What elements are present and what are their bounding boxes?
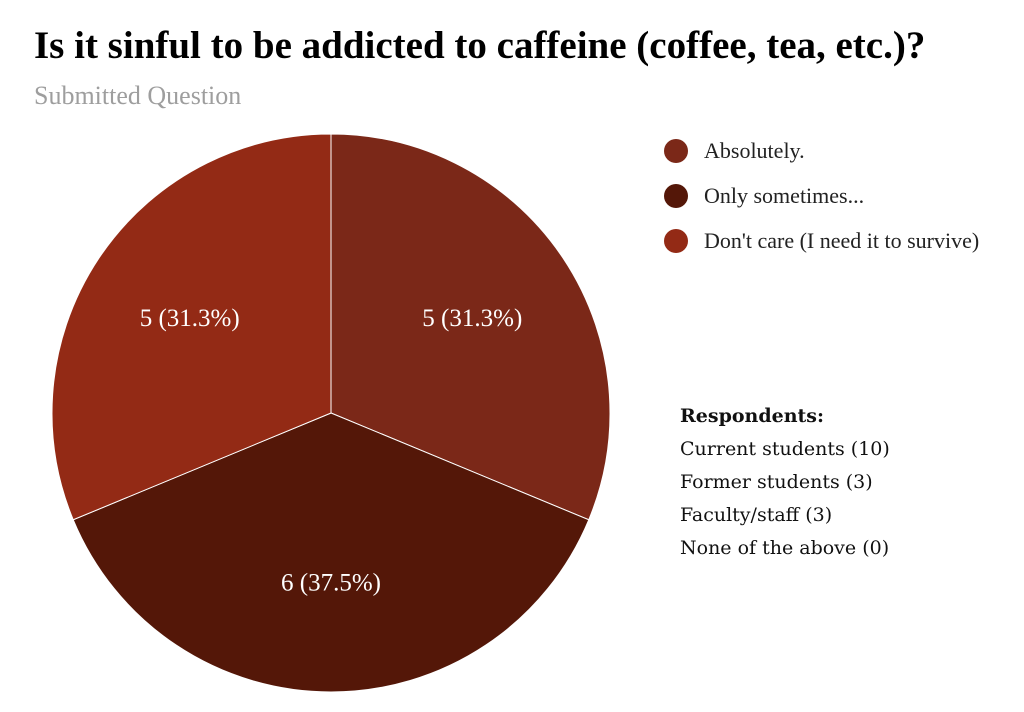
legend-swatch-dont-care <box>664 228 688 253</box>
legend-item-absolutely: Absolutely. <box>664 128 979 173</box>
respondents-faculty-staff: Faculty/staff (3) <box>680 504 833 526</box>
legend-swatch-absolutely <box>664 138 688 163</box>
pie-slice-absolutely <box>330 133 611 521</box>
legend-item-dont-care: Don't care (I need it to survive) <box>664 218 979 263</box>
slice-label-absolutely: 5 (31.3%) <box>422 305 522 332</box>
legend-label-dont-care: Don't care (I need it to survive) <box>704 227 980 253</box>
respondents-none-of-the-above: None of the above (0) <box>680 537 890 559</box>
respondents-former-students: Former students (3) <box>680 471 873 493</box>
chart-title: Is it sinful to be addicted to caffeine … <box>34 24 926 67</box>
legend-label-only-sometimes: Only sometimes... <box>704 182 865 208</box>
respondents-heading: Respondents: <box>680 405 825 427</box>
legend-label-absolutely: Absolutely. <box>704 137 805 163</box>
respondents-panel: Respondents: Current students (10) Forme… <box>680 400 890 565</box>
slice-label-only-sometimes: 6 (37.5%) <box>281 570 381 597</box>
legend-swatch-only-sometimes <box>664 183 688 208</box>
slice-label-dont-care: 5 (31.3%) <box>140 305 240 332</box>
respondents-current-students: Current students (10) <box>680 438 890 460</box>
legend-item-only-sometimes: Only sometimes... <box>664 173 979 218</box>
legend: Absolutely. Only sometimes... Don't care… <box>664 128 979 263</box>
pie-slice-only-sometimes <box>72 412 590 693</box>
chart-subtitle: Submitted Question <box>34 81 242 110</box>
pie-slice-dont-care <box>51 133 332 521</box>
